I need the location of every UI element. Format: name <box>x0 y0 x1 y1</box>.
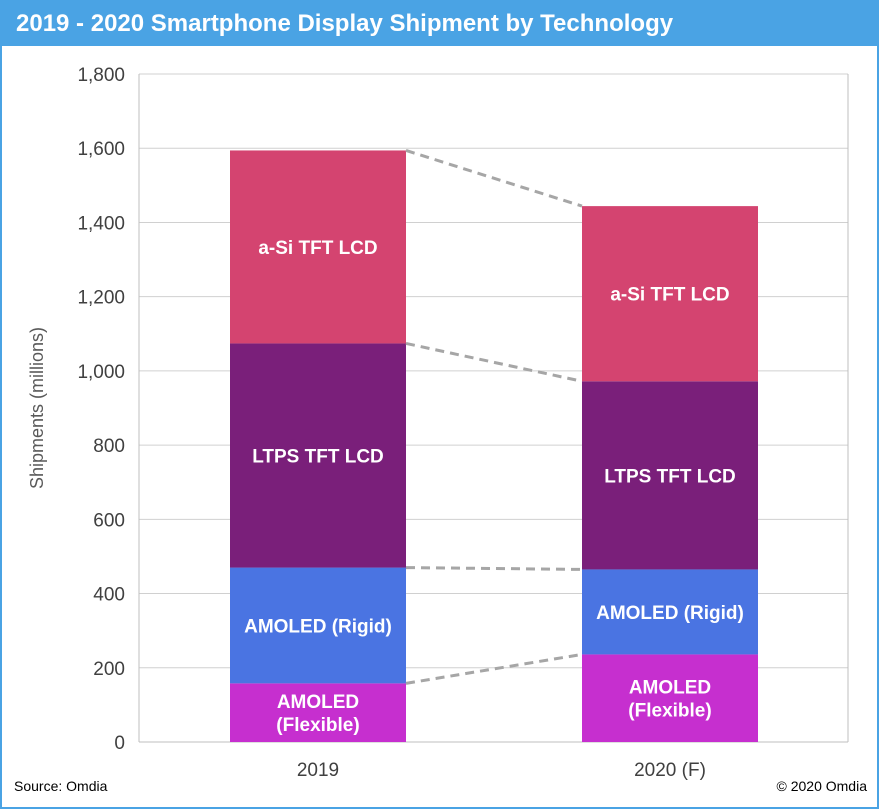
x-tick-label: 2020 (F) <box>634 760 706 781</box>
copyright-note: © 2020 Omdia <box>776 778 867 794</box>
y-tick-label: 1,400 <box>77 213 125 234</box>
x-tick-label: 2019 <box>297 760 339 781</box>
y-tick-label: 1,800 <box>77 65 125 86</box>
bar-segment <box>582 206 758 382</box>
y-tick-label: 1,200 <box>77 288 125 309</box>
bar-segment <box>230 150 406 344</box>
bar-segment-label: a-Si TFT LCD <box>610 285 729 306</box>
source-note: Source: Omdia <box>14 778 108 794</box>
bar-segment-label: a-Si TFT LCD <box>258 238 377 259</box>
bar-segment-label: AMOLED <box>629 678 711 699</box>
chart-title: 2019 - 2020 Smartphone Display Shipment … <box>16 10 674 37</box>
connector-line <box>405 341 583 383</box>
bar-segment <box>230 683 406 742</box>
bar-segment <box>582 654 758 742</box>
y-tick-label: 1,600 <box>77 139 125 160</box>
bar-segment-label: (Flexible) <box>276 715 359 736</box>
bar-segment-label: AMOLED (Rigid) <box>596 603 744 624</box>
bar-segment-label: (Flexible) <box>628 701 711 722</box>
y-tick-label: 800 <box>93 436 125 457</box>
bar-segment <box>582 381 758 570</box>
connector-line <box>405 566 583 571</box>
bar-segment <box>230 567 406 684</box>
y-axis-label: Shipments (millions) <box>27 327 47 489</box>
y-tick-label: 400 <box>93 585 125 606</box>
y-tick-label: 600 <box>93 510 125 531</box>
bar-segment <box>582 569 758 655</box>
bar-segment-label: LTPS TFT LCD <box>604 466 736 487</box>
connector-line <box>405 149 583 208</box>
y-tick-label: 200 <box>93 659 125 680</box>
y-tick-label: 1,000 <box>77 362 125 383</box>
y-tick-label: 0 <box>114 733 125 754</box>
title-bar: 2019 - 2020 Smartphone Display Shipment … <box>2 2 877 46</box>
bar-segment <box>230 343 406 568</box>
connector-line <box>405 652 583 685</box>
bar-segment-label: AMOLED (Rigid) <box>244 616 392 637</box>
bar-segment-label: LTPS TFT LCD <box>252 447 384 468</box>
bar-segment-label: AMOLED <box>277 692 359 713</box>
